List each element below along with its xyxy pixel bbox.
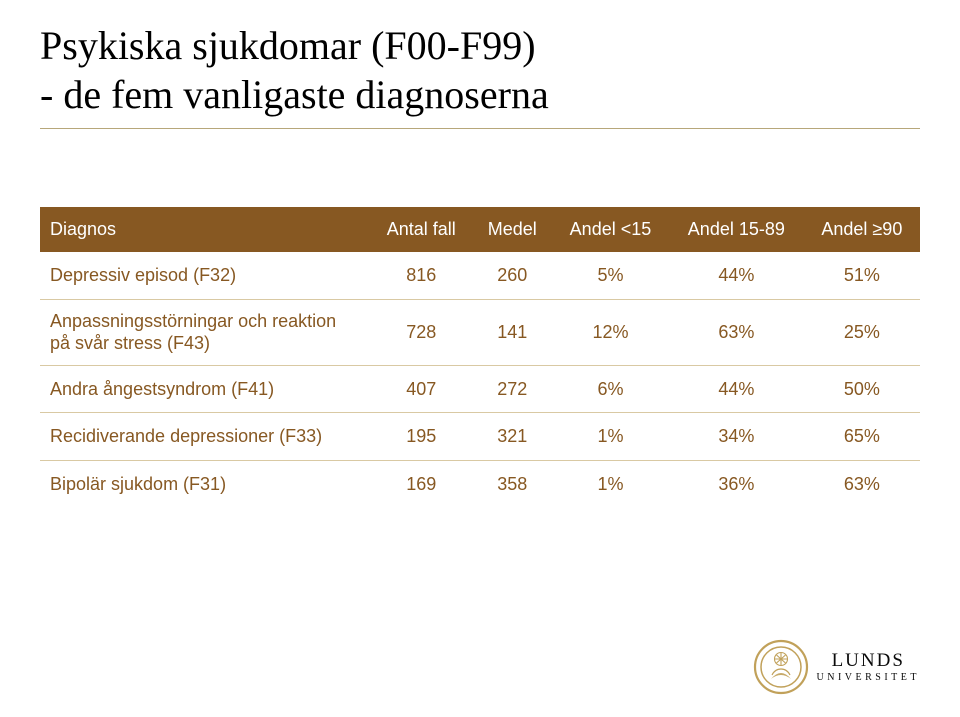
cell-medel: 260 — [473, 252, 552, 299]
th-antal-fall: Antal fall — [370, 207, 473, 252]
cell-antal: 728 — [370, 299, 473, 365]
table-row: Depressiv episod (F32) 816 260 5% 44% 51… — [40, 252, 920, 299]
table-row: Anpassningsstörningar och reaktion på sv… — [40, 299, 920, 365]
footer-logo: LUNDS UNIVERSITET — [753, 639, 921, 695]
wordmark-line1: LUNDS — [832, 651, 905, 670]
cell-15-89: 34% — [669, 413, 804, 461]
page-title: Psykiska sjukdomar (F00-F99) — [40, 22, 920, 69]
cell-medel: 321 — [473, 413, 552, 461]
cell-lt15: 12% — [552, 299, 669, 365]
cell-ge90: 50% — [804, 365, 920, 413]
university-seal-icon — [753, 639, 809, 695]
cell-ge90: 65% — [804, 413, 920, 461]
th-andel-ge90: Andel ≥90 — [804, 207, 920, 252]
title-rule — [40, 128, 920, 129]
cell-lt15: 5% — [552, 252, 669, 299]
diagnosis-table: Diagnos Antal fall Medel Andel <15 Andel… — [40, 207, 920, 507]
cell-medel: 272 — [473, 365, 552, 413]
cell-lt15: 6% — [552, 365, 669, 413]
cell-medel: 141 — [473, 299, 552, 365]
cell-antal: 169 — [370, 460, 473, 507]
cell-lt15: 1% — [552, 460, 669, 507]
cell-antal: 195 — [370, 413, 473, 461]
table-row: Andra ångestsyndrom (F41) 407 272 6% 44%… — [40, 365, 920, 413]
cell-15-89: 36% — [669, 460, 804, 507]
cell-15-89: 63% — [669, 299, 804, 365]
cell-antal: 816 — [370, 252, 473, 299]
cell-ge90: 25% — [804, 299, 920, 365]
cell-diagnos: Bipolär sjukdom (F31) — [40, 460, 370, 507]
th-andel-lt15: Andel <15 — [552, 207, 669, 252]
cell-antal: 407 — [370, 365, 473, 413]
cell-15-89: 44% — [669, 365, 804, 413]
cell-lt15: 1% — [552, 413, 669, 461]
page-subtitle: - de fem vanligaste diagnoserna — [40, 71, 920, 118]
table-header-row: Diagnos Antal fall Medel Andel <15 Andel… — [40, 207, 920, 252]
th-andel-15-89: Andel 15-89 — [669, 207, 804, 252]
table-row: Bipolär sjukdom (F31) 169 358 1% 36% 63% — [40, 460, 920, 507]
cell-diagnos: Andra ångestsyndrom (F41) — [40, 365, 370, 413]
cell-ge90: 63% — [804, 460, 920, 507]
th-medel: Medel — [473, 207, 552, 252]
cell-diagnos: Recidiverande depressioner (F33) — [40, 413, 370, 461]
th-diagnos: Diagnos — [40, 207, 370, 252]
cell-diagnos: Anpassningsstörningar och reaktion på sv… — [40, 299, 370, 365]
cell-medel: 358 — [473, 460, 552, 507]
cell-diagnos: Depressiv episod (F32) — [40, 252, 370, 299]
cell-ge90: 51% — [804, 252, 920, 299]
wordmark-line2: UNIVERSITET — [817, 673, 921, 683]
table-row: Recidiverande depressioner (F33) 195 321… — [40, 413, 920, 461]
cell-15-89: 44% — [669, 252, 804, 299]
university-wordmark: LUNDS UNIVERSITET — [817, 651, 921, 683]
